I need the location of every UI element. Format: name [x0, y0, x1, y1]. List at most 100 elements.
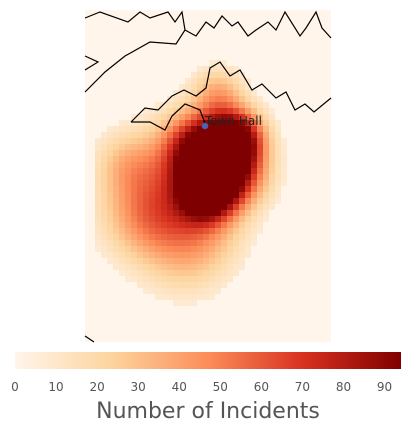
heat-cell — [185, 174, 191, 180]
heat-cell — [239, 264, 245, 270]
heat-cell — [173, 234, 179, 240]
heat-cell — [95, 234, 101, 240]
heat-cell — [185, 270, 191, 276]
heat-cell — [245, 108, 251, 114]
heat-cell — [245, 204, 251, 210]
heat-cell — [131, 144, 137, 150]
heat-cell — [251, 162, 257, 168]
heat-cell — [143, 210, 149, 216]
heat-cell — [119, 156, 125, 162]
heat-cell — [173, 132, 179, 138]
heat-cell — [101, 132, 107, 138]
heat-cell — [197, 294, 203, 300]
heat-cell — [161, 294, 167, 300]
heat-cell — [233, 264, 239, 270]
heat-cell — [161, 288, 167, 294]
heat-cell — [101, 234, 107, 240]
heat-cell — [239, 258, 245, 264]
heat-cell — [161, 282, 167, 288]
heat-cell — [281, 168, 287, 174]
heat-cell — [155, 102, 161, 108]
heat-cell — [197, 210, 203, 216]
heat-cell — [197, 240, 203, 246]
heat-cell — [137, 204, 143, 210]
heat-cell — [227, 66, 233, 72]
heat-cell — [233, 144, 239, 150]
heat-cell — [167, 204, 173, 210]
heat-cell — [221, 210, 227, 216]
heat-cell — [257, 216, 263, 222]
heat-cell — [179, 216, 185, 222]
heat-cell — [221, 90, 227, 96]
colorbar-tick-label: 40 — [172, 380, 187, 394]
heat-cell — [137, 234, 143, 240]
heat-cell — [197, 234, 203, 240]
heat-cell — [209, 96, 215, 102]
heat-cell — [185, 108, 191, 114]
heat-cell — [101, 198, 107, 204]
heat-cell — [161, 222, 167, 228]
heat-cell — [161, 270, 167, 276]
heat-cell — [179, 300, 185, 306]
heat-cell — [269, 114, 275, 120]
heat-cell — [125, 264, 131, 270]
heat-cell — [161, 216, 167, 222]
heat-cell — [107, 204, 113, 210]
heat-cell — [179, 198, 185, 204]
heat-cell — [269, 186, 275, 192]
heat-cell — [167, 108, 173, 114]
heat-cell — [245, 132, 251, 138]
heat-cell — [161, 174, 167, 180]
heat-cell — [215, 204, 221, 210]
heat-cell — [239, 156, 245, 162]
heat-cell — [215, 102, 221, 108]
heat-cell — [137, 156, 143, 162]
heat-cell — [149, 174, 155, 180]
heat-cell — [113, 228, 119, 234]
colorbar-tick-label: 70 — [295, 380, 310, 394]
heat-cell — [239, 228, 245, 234]
heat-cell — [149, 276, 155, 282]
heat-cell — [107, 156, 113, 162]
heat-cell — [203, 96, 209, 102]
heat-cell — [179, 264, 185, 270]
heat-cell — [173, 180, 179, 186]
heat-cell — [245, 84, 251, 90]
heat-cell — [209, 228, 215, 234]
heat-cell — [197, 198, 203, 204]
heat-cell — [209, 240, 215, 246]
colorbar-tick-label: 0 — [11, 380, 19, 394]
heat-cell — [125, 192, 131, 198]
heat-cell — [155, 270, 161, 276]
heat-cell — [179, 108, 185, 114]
heat-cell — [263, 198, 269, 204]
heat-cell — [155, 228, 161, 234]
heat-cell — [137, 138, 143, 144]
heat-cell — [269, 168, 275, 174]
heat-cell — [203, 216, 209, 222]
heat-cell — [257, 138, 263, 144]
heat-cell — [173, 204, 179, 210]
heat-cell — [95, 138, 101, 144]
heat-cell — [263, 126, 269, 132]
heat-cell — [191, 90, 197, 96]
heat-cell — [215, 78, 221, 84]
heat-cell — [221, 228, 227, 234]
heat-cell — [149, 216, 155, 222]
heat-cell — [257, 192, 263, 198]
heat-cell — [101, 204, 107, 210]
heat-cell — [227, 252, 233, 258]
heat-cell — [197, 66, 203, 72]
coastline-peninsula — [130, 61, 332, 123]
heat-cell — [221, 150, 227, 156]
heat-cell — [221, 186, 227, 192]
heat-cell — [257, 126, 263, 132]
heat-cell — [215, 210, 221, 216]
heat-cell — [227, 162, 233, 168]
heat-cell — [131, 126, 137, 132]
heat-cell — [137, 174, 143, 180]
heat-cell — [251, 186, 257, 192]
heat-cell — [185, 156, 191, 162]
heat-cell — [245, 210, 251, 216]
heat-cell — [245, 180, 251, 186]
